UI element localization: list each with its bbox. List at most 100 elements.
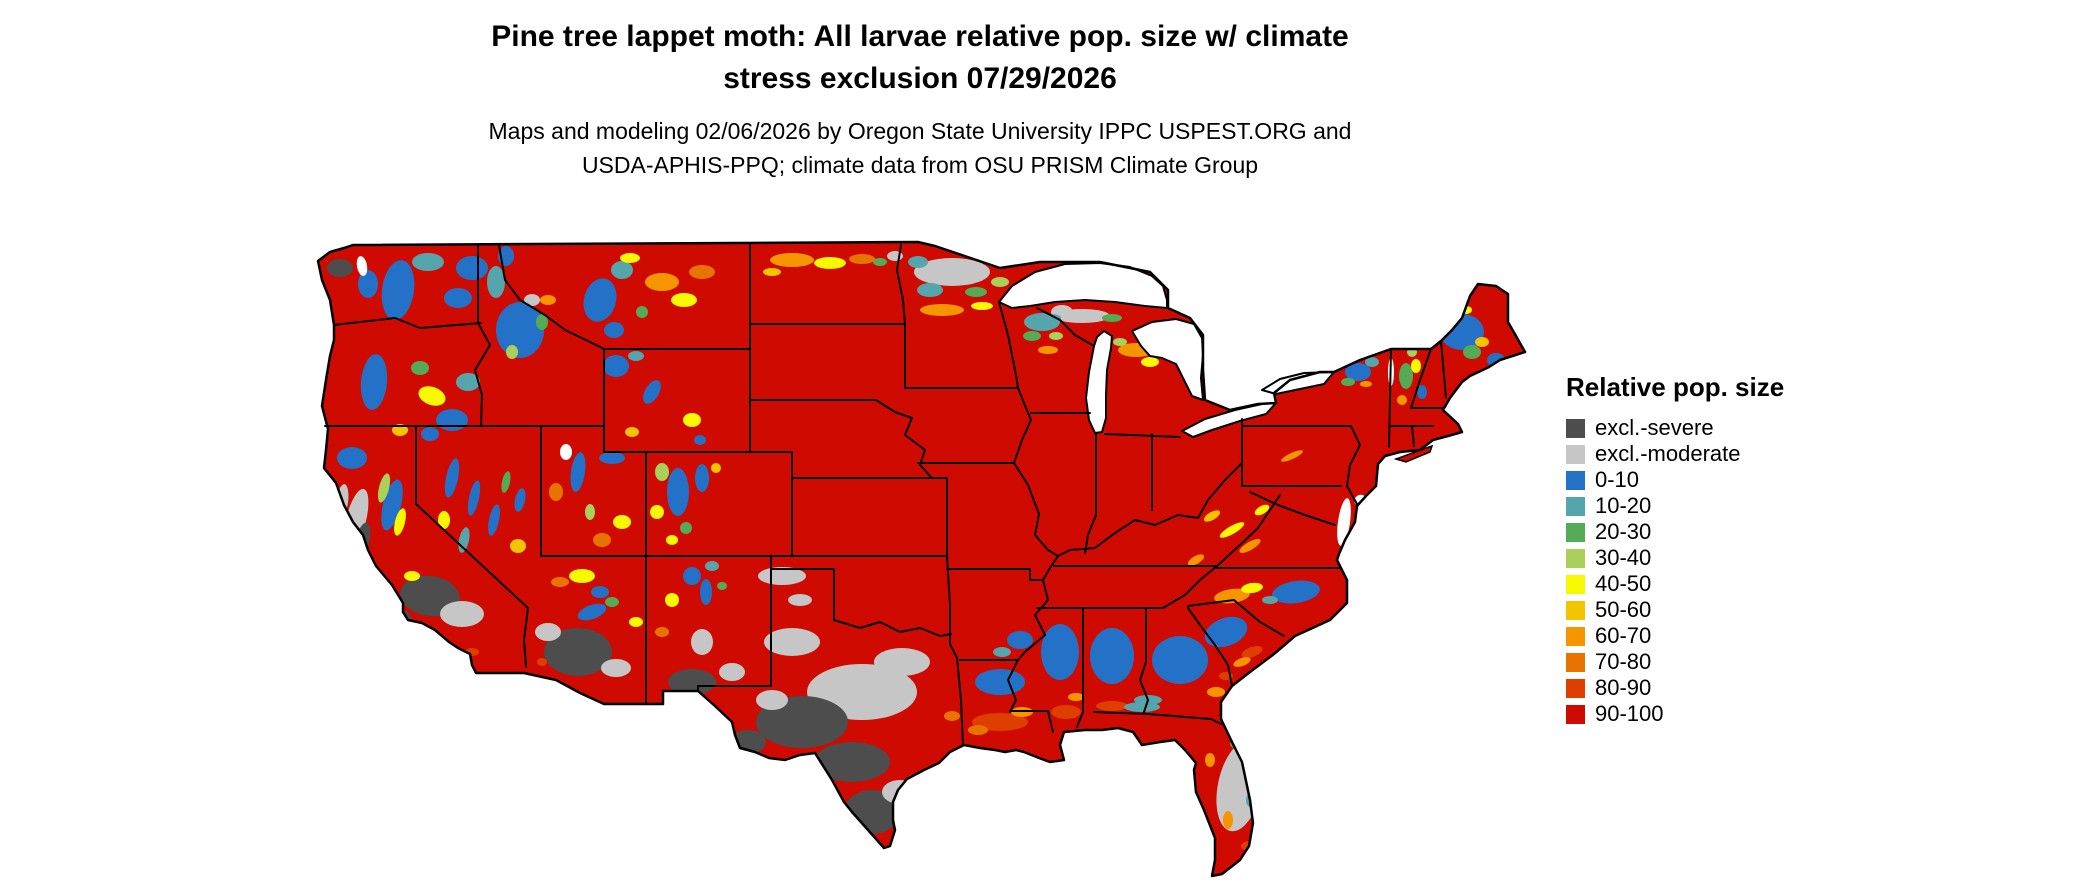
raster-blob	[1068, 693, 1084, 701]
legend-row: 80-90	[1566, 675, 1886, 701]
raster-blob	[394, 508, 406, 536]
raster-blob	[975, 669, 1025, 695]
legend-label: 50-60	[1595, 597, 1652, 622]
state-border-line	[1411, 425, 1415, 447]
raster-blob	[358, 270, 378, 298]
legend-label: 60-70	[1595, 623, 1652, 648]
raster-blob	[650, 505, 664, 519]
state-border-line	[1249, 491, 1336, 526]
raster-blob	[993, 647, 1011, 657]
raster-blob	[1397, 395, 1407, 405]
raster-blob	[1007, 631, 1033, 649]
raster-blob	[537, 658, 547, 666]
raster-blob	[524, 294, 540, 306]
raster-blob	[1204, 616, 1248, 648]
legend-row: 90-100	[1566, 701, 1886, 727]
raster-blob	[629, 617, 643, 627]
raster-blob	[874, 648, 930, 676]
raster-blob	[613, 515, 631, 529]
raster-blob	[1141, 357, 1159, 367]
raster-blob	[1205, 753, 1215, 767]
state-border-line	[1036, 307, 1095, 347]
raster-blob	[680, 522, 692, 534]
raster-blob	[444, 458, 460, 498]
raster-blob	[488, 504, 500, 536]
state-border-line	[1388, 348, 1392, 448]
raster-blob	[920, 304, 964, 316]
raster-blob	[501, 471, 511, 493]
legend-swatch	[1566, 600, 1585, 620]
map-root	[316, 240, 1527, 878]
raster-blob	[770, 253, 814, 267]
long-island	[1393, 444, 1434, 463]
raster-blob	[327, 259, 353, 277]
legend-row: 50-60	[1566, 597, 1886, 623]
raster-blob	[1113, 338, 1127, 346]
state-border-line	[697, 555, 772, 692]
legend-label: 30-40	[1595, 545, 1652, 570]
lake-michigan	[1085, 330, 1113, 434]
raster-blob	[444, 288, 472, 308]
state-border-line	[1162, 565, 1218, 609]
legend-swatch	[1566, 496, 1585, 516]
raster-blob	[814, 742, 890, 782]
state-border-line	[333, 317, 482, 329]
raster-blob	[487, 266, 505, 298]
raster-blob	[1214, 588, 1250, 604]
raster-blob	[625, 427, 639, 437]
raster-blob	[412, 253, 444, 271]
raster-blob	[456, 373, 480, 391]
map-titles: Pine tree lappet moth: All larvae relati…	[0, 16, 1840, 182]
us-outline	[316, 240, 1527, 878]
raster-blob	[1038, 346, 1058, 354]
legend-label: 20-30	[1595, 519, 1652, 544]
legend-swatch	[1566, 418, 1585, 438]
raster-blob	[666, 535, 678, 545]
state-border-line	[770, 568, 835, 621]
legend-swatch	[1566, 444, 1585, 464]
state-border-line	[415, 425, 529, 668]
raster-blob	[711, 463, 721, 473]
raster-blob	[636, 306, 648, 318]
raster-blob	[506, 345, 518, 359]
raster-blob	[908, 256, 928, 268]
state-border-line	[1187, 607, 1233, 687]
legend-label: excl.-moderate	[1595, 441, 1741, 466]
raster-blob	[583, 278, 617, 322]
raster-blob	[514, 488, 526, 512]
raster-blob	[1043, 314, 1061, 322]
legend-swatch	[1566, 704, 1585, 724]
raster-blob	[814, 257, 846, 269]
state-border-line	[896, 244, 906, 325]
raster-blob	[689, 265, 715, 279]
raster-blob	[873, 258, 887, 266]
raster-blob	[643, 380, 661, 404]
state-borders	[324, 244, 1447, 746]
raster-blob	[570, 452, 586, 492]
raster-blob	[1233, 657, 1251, 667]
raster-blob	[764, 628, 820, 656]
raster-blob	[849, 254, 875, 264]
raster-blob	[719, 663, 745, 681]
legend-label: 10-20	[1595, 493, 1652, 518]
raster-blob	[360, 354, 388, 410]
raster-blob	[671, 293, 697, 307]
legend-label: 70-80	[1595, 649, 1652, 674]
raster-blob	[411, 361, 429, 375]
state-border-line	[1076, 607, 1084, 728]
state-border-line	[1187, 599, 1285, 637]
state-border-line	[946, 477, 964, 746]
raster-blob	[756, 696, 848, 748]
legend-title: Relative pop. size	[1566, 372, 1785, 402]
raster-blob	[1445, 311, 1459, 321]
raster-blob	[601, 659, 631, 677]
legend-row: 10-20	[1566, 493, 1886, 519]
raster-blob	[1482, 374, 1494, 382]
state-border-line	[1216, 494, 1281, 567]
raster-blob	[605, 597, 619, 607]
raster-blob	[991, 277, 1009, 287]
raster-blob	[604, 322, 624, 338]
raster-blob	[882, 780, 918, 804]
raster-blob	[1262, 596, 1278, 604]
raster-blob	[683, 413, 701, 427]
